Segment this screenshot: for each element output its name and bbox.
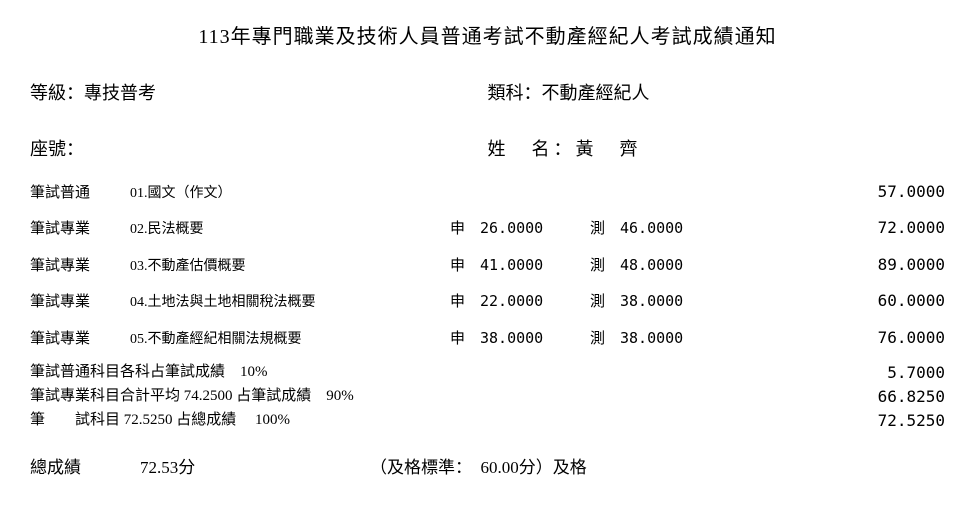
subject-total: 76.0000 xyxy=(845,325,945,351)
final-score: 72.53分 xyxy=(140,453,370,478)
summary-text: 筆試專業科目合計平均 74.2500 占筆試成績 90% xyxy=(30,385,845,409)
subject-scores: 申 26.0000測 46.0000 xyxy=(450,216,845,240)
subject-row: 筆試普通01.國文（作文） 57.0000 xyxy=(30,179,945,205)
score-shen: 申 22.0000 xyxy=(450,289,590,313)
info-row: 等級：專技普考 類科：不動產經紀人 xyxy=(30,79,945,105)
subject-type: 筆試專業 xyxy=(30,217,130,241)
score-shen: 申 41.0000 xyxy=(450,253,590,277)
subject-row: 筆試專業04.土地法與土地相關稅法概要申 22.0000測 38.000060.… xyxy=(30,288,945,314)
subject-type: 筆試專業 xyxy=(30,327,130,351)
summary-row: 筆試專業科目合計平均 74.2500 占筆試成績 90%66.8250 xyxy=(30,385,945,409)
subject-name: 03.不動產估價概要 xyxy=(130,256,450,278)
score-shen: 申 26.0000 xyxy=(450,216,590,240)
name-value: 黃 齊 xyxy=(576,139,642,159)
subject-row: 筆試專業05.不動產經紀相關法規概要申 38.0000測 38.000076.0… xyxy=(30,325,945,351)
subject-name: 05.不動產經紀相關法規概要 xyxy=(130,329,450,351)
name-info: 姓 名：黃 齊 xyxy=(488,135,946,161)
category-value: 不動產經紀人 xyxy=(542,83,650,103)
subject-type: 筆試普通 xyxy=(30,181,130,205)
subject-name: 02.民法概要 xyxy=(130,219,450,241)
score-shen: 申 38.0000 xyxy=(450,326,590,350)
subject-total: 72.0000 xyxy=(845,215,945,241)
subject-scores: 申 41.0000測 48.0000 xyxy=(450,253,845,277)
summary-value: 66.8250 xyxy=(845,385,945,409)
subject-scores: 申 22.0000測 38.0000 xyxy=(450,289,845,313)
subjects-container: 筆試普通01.國文（作文）57.0000筆試專業02.民法概要申 26.0000… xyxy=(30,179,945,351)
name-label: 姓 名： xyxy=(488,139,576,159)
summary-value: 5.7000 xyxy=(845,361,945,385)
score-ce: 測 38.0000 xyxy=(590,326,690,350)
score-ce: 測 48.0000 xyxy=(590,253,690,277)
level-info: 等級：專技普考 xyxy=(30,79,488,105)
subject-total: 89.0000 xyxy=(845,252,945,278)
final-label: 總成績 xyxy=(30,453,140,478)
summary-row: 筆 試科目 72.5250 占總成績 100%72.5250 xyxy=(30,409,945,433)
category-label: 類科： xyxy=(488,83,542,103)
subject-name: 01.國文（作文） xyxy=(130,183,450,205)
summary-row: 筆試普通科目各科占筆試成績 10%5.7000 xyxy=(30,361,945,385)
final-pass: （及格標準： 60.00分）及格 xyxy=(370,453,945,478)
summary-container: 筆試普通科目各科占筆試成績 10%5.7000筆試專業科目合計平均 74.250… xyxy=(30,361,945,433)
page-title: 113年專門職業及技術人員普通考試不動產經紀人考試成績通知 xyxy=(30,20,945,49)
seat-info: 座號： xyxy=(30,135,488,161)
final-row: 總成績 72.53分 （及格標準： 60.00分）及格 xyxy=(30,453,945,478)
subject-row: 筆試專業03.不動產估價概要申 41.0000測 48.000089.0000 xyxy=(30,252,945,278)
summary-value: 72.5250 xyxy=(845,409,945,433)
subject-total: 57.0000 xyxy=(845,179,945,205)
level-value: 專技普考 xyxy=(84,83,156,103)
score-ce: 測 38.0000 xyxy=(590,289,690,313)
subject-type: 筆試專業 xyxy=(30,290,130,314)
subject-name: 04.土地法與土地相關稅法概要 xyxy=(130,292,450,314)
summary-text: 筆 試科目 72.5250 占總成績 100% xyxy=(30,409,845,433)
summary-text: 筆試普通科目各科占筆試成績 10% xyxy=(30,361,845,385)
subject-scores: 申 38.0000測 38.0000 xyxy=(450,326,845,350)
subject-total: 60.0000 xyxy=(845,288,945,314)
seat-label: 座號： xyxy=(30,139,84,159)
seat-name-row: 座號： 姓 名：黃 齊 xyxy=(30,135,945,161)
score-ce: 測 46.0000 xyxy=(590,216,690,240)
level-label: 等級： xyxy=(30,83,84,103)
category-info: 類科：不動產經紀人 xyxy=(488,79,946,105)
subject-type: 筆試專業 xyxy=(30,254,130,278)
subject-row: 筆試專業02.民法概要申 26.0000測 46.000072.0000 xyxy=(30,215,945,241)
